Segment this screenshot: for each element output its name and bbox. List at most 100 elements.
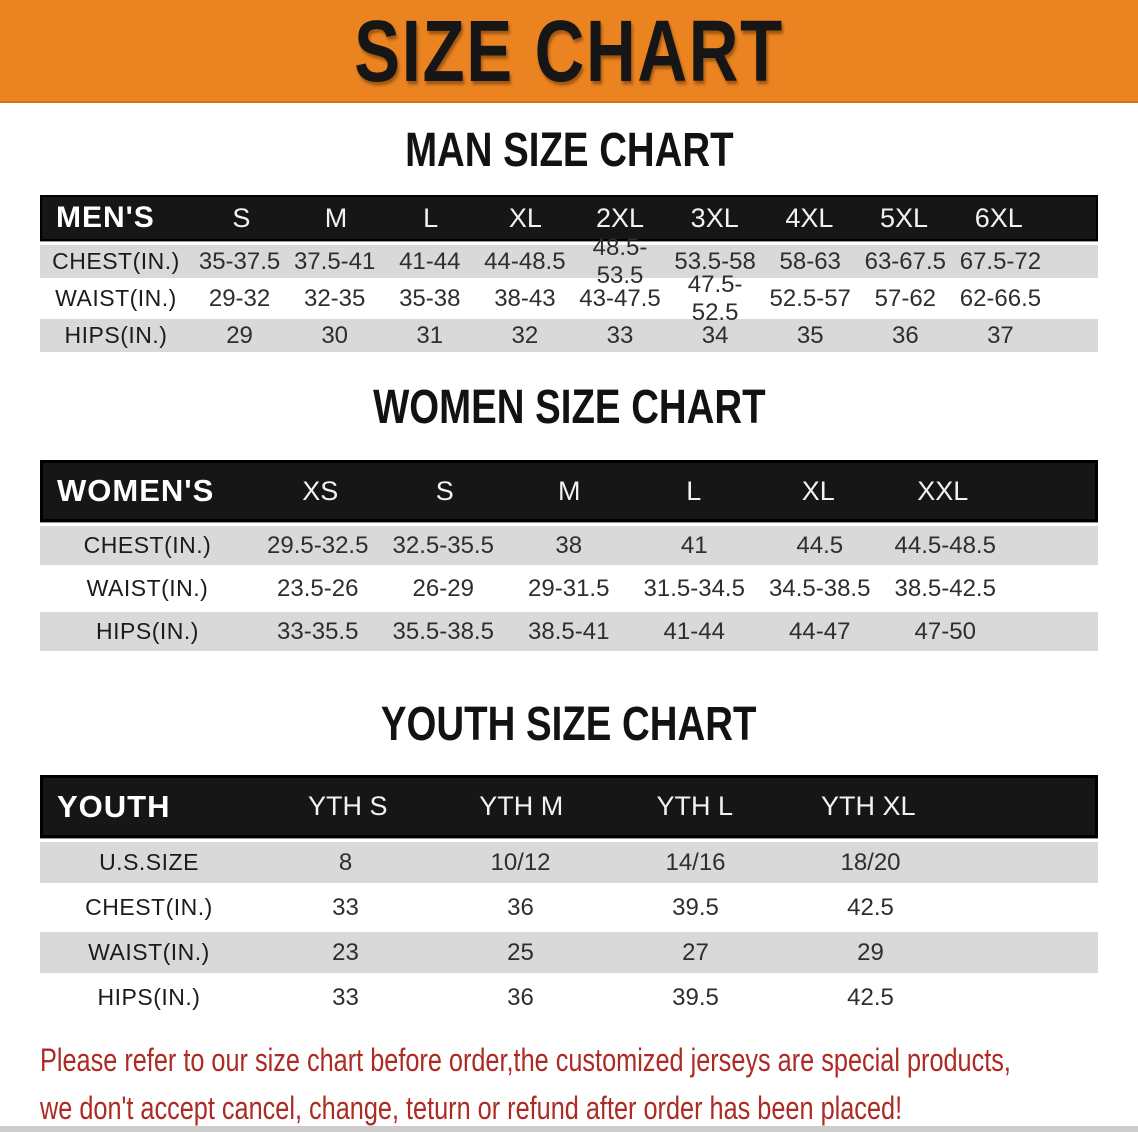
size-value-cell: 27	[682, 938, 709, 966]
column-header: XXL	[917, 475, 969, 506]
size-value-cell: 30	[321, 321, 349, 349]
column-header: 5XL	[880, 202, 929, 233]
column-header: XL	[801, 475, 835, 506]
column-header: YTH S	[307, 791, 388, 821]
youth-table-header-row: YOUTH YTH S YTH M YTH L YTH XL	[40, 775, 1098, 838]
size-value-cell: 35.5-38.5	[392, 617, 494, 645]
size-value-cell: 26-29	[412, 574, 474, 602]
size-value-cell: 32.5-35.5	[392, 531, 494, 559]
size-value-cell: 14/16	[665, 848, 726, 876]
size-value-cell: 42.5	[847, 983, 894, 1011]
size-value-cell: 47-50	[914, 617, 976, 645]
size-value-cell: 34.5-38.5	[769, 574, 871, 602]
page-title: SIZE CHART	[354, 1, 784, 100]
size-value-cell: 38.5-42.5	[894, 574, 996, 602]
mens-table-header-row: MEN'S S M L XL 2XL 3XL 4XL 5XL 6XL	[40, 195, 1098, 241]
column-header: YTH M	[479, 791, 564, 821]
size-value-cell: 52.5-57	[769, 284, 851, 312]
size-value-cell: 39.5	[672, 983, 719, 1011]
column-header: 3XL	[690, 202, 739, 233]
size-value-cell: 37	[987, 321, 1014, 349]
size-value-cell: 29	[226, 321, 253, 349]
row-label: WAIST(IN.)	[55, 285, 177, 311]
youth-size-table: YOUTH YTH S YTH M YTH L YTH XL U.S.SIZE …	[40, 775, 1098, 1018]
column-header: L	[686, 475, 702, 506]
size-value-cell: 35	[796, 321, 824, 349]
row-label: CHEST(IN.)	[52, 248, 180, 274]
row-label: WAIST(IN.)	[86, 575, 209, 601]
size-value-cell: 37.5-41	[293, 247, 376, 275]
size-value-cell: 42.5	[847, 893, 894, 921]
women-section-heading-text: WOMEN SIZE CHART	[372, 381, 766, 434]
size-value-cell: 41	[680, 531, 708, 559]
row-label: HIPS(IN.)	[97, 984, 201, 1010]
size-value-cell: 38	[555, 531, 583, 559]
size-value-cell: 44-47	[789, 617, 851, 645]
size-value-cell: 57-62	[874, 284, 937, 312]
size-value-cell: 44.5-48.5	[894, 531, 996, 559]
size-value-cell: 36	[507, 893, 534, 921]
size-value-cell: 32	[511, 321, 539, 349]
row-label: HIPS(IN.)	[64, 322, 168, 348]
row-label: CHEST(IN.)	[83, 532, 212, 558]
size-value-cell: 36	[891, 321, 919, 349]
column-header: S	[435, 475, 454, 506]
size-value-cell: 33	[332, 893, 359, 921]
womens-table-label: WOMEN'S	[57, 473, 215, 508]
table-row: CHEST(IN.) 33 36 39.5 42.5	[40, 887, 1098, 928]
youth-section-heading: YOUTH SIZE CHART	[40, 699, 1098, 751]
man-section-heading: MAN SIZE CHART	[40, 125, 1098, 177]
size-value-cell: 10/12	[490, 848, 551, 876]
row-label: HIPS(IN.)	[96, 618, 199, 644]
size-value-cell: 23	[332, 938, 359, 966]
youth-table-label: YOUTH	[57, 788, 171, 824]
size-value-cell: 29-31.5	[528, 574, 610, 602]
size-value-cell: 36	[507, 983, 534, 1011]
table-row: HIPS(IN.) 33 36 39.5 42.5	[40, 977, 1098, 1018]
table-row: WAIST(IN.) 23.5-26 26-29 29-31.5 31.5-34…	[40, 569, 1098, 608]
column-header: XL	[508, 202, 542, 233]
size-value-cell: 33-35.5	[277, 617, 359, 645]
size-value-cell: 33	[606, 321, 634, 349]
size-value-cell: 8	[338, 848, 353, 876]
table-row: CHEST(IN.) 35-37.5 37.5-41 41-44 44-48.5…	[40, 234, 1098, 289]
size-value-cell: 31	[416, 321, 444, 349]
column-header: YTH L	[656, 791, 734, 821]
content-area: MAN SIZE CHART MEN'S S M L XL 2XL 3XL 4X…	[0, 125, 1138, 1018]
size-value-cell: 32-35	[303, 284, 366, 312]
table-row: HIPS(IN.) 29 30 31 32 33 34 35 36 37	[40, 319, 1098, 352]
column-header: L	[423, 202, 439, 233]
size-value-cell: 48.5-53.5	[592, 233, 648, 289]
disclaimer-line-2: we don't accept cancel, change, teturn o…	[40, 1090, 903, 1126]
size-value-cell: 63-67.5	[864, 247, 947, 275]
size-value-cell: 23.5-26	[277, 574, 359, 602]
column-header: S	[232, 202, 251, 233]
row-label: CHEST(IN.)	[85, 894, 213, 920]
table-row: CHEST(IN.) 29.5-32.5 32.5-35.5 38 41 44.…	[40, 526, 1098, 565]
size-value-cell: 33	[332, 983, 359, 1011]
size-value-cell: 47.5-52.5	[687, 270, 743, 326]
womens-size-table: WOMEN'S XS S M L XL XXL CHEST(IN.) 29.5-…	[40, 460, 1098, 651]
size-value-cell: 53.5-58	[674, 247, 756, 275]
size-value-cell: 44-48.5	[484, 247, 566, 275]
bottom-edge-strip	[0, 1126, 1138, 1132]
table-row: WAIST(IN.) 29-32 32-35 35-38 38-43 43-47…	[40, 271, 1098, 326]
size-value-cell: 41-44	[663, 617, 725, 645]
womens-table-header-row: WOMEN'S XS S M L XL XXL	[40, 460, 1098, 522]
women-section-heading: WOMEN SIZE CHART	[40, 382, 1098, 434]
youth-section-heading-text: YOUTH SIZE CHART	[381, 698, 757, 751]
size-value-cell: 38-43	[494, 284, 556, 312]
table-row: HIPS(IN.) 33-35.5 35.5-38.5 38.5-41 41-4…	[40, 612, 1098, 651]
disclaimer: Please refer to our size chart before or…	[40, 1036, 1138, 1132]
row-label: U.S.SIZE	[99, 849, 199, 875]
column-header: YTH XL	[820, 791, 916, 821]
size-value-cell: 29.5-32.5	[267, 531, 369, 559]
size-value-cell: 29	[857, 938, 884, 966]
row-label: WAIST(IN.)	[88, 939, 210, 965]
column-header: XS	[302, 475, 339, 506]
size-value-cell: 18/20	[840, 848, 901, 876]
size-value-cell: 62-66.5	[959, 284, 1042, 312]
size-value-cell: 35-37.5	[198, 247, 281, 275]
man-section-heading-text: MAN SIZE CHART	[404, 124, 734, 177]
column-header: M	[324, 202, 348, 233]
